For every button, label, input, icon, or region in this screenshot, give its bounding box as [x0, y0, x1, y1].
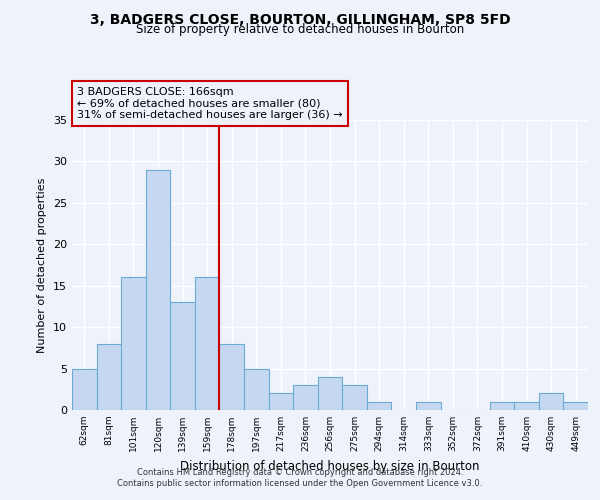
Bar	[490, 402, 514, 410]
Bar	[416, 402, 440, 410]
Text: Contains HM Land Registry data © Crown copyright and database right 2024.
Contai: Contains HM Land Registry data © Crown c…	[118, 468, 482, 487]
X-axis label: Distribution of detached houses by size in Bourton: Distribution of detached houses by size …	[180, 460, 480, 472]
Bar	[563, 402, 588, 410]
Bar	[342, 385, 367, 410]
Bar	[539, 394, 563, 410]
Text: 3 BADGERS CLOSE: 166sqm
← 69% of detached houses are smaller (80)
31% of semi-de: 3 BADGERS CLOSE: 166sqm ← 69% of detache…	[77, 87, 343, 120]
Bar	[121, 278, 146, 410]
Y-axis label: Number of detached properties: Number of detached properties	[37, 178, 47, 352]
Bar	[195, 278, 220, 410]
Text: Size of property relative to detached houses in Bourton: Size of property relative to detached ho…	[136, 22, 464, 36]
Bar	[170, 302, 195, 410]
Bar	[220, 344, 244, 410]
Text: 3, BADGERS CLOSE, BOURTON, GILLINGHAM, SP8 5FD: 3, BADGERS CLOSE, BOURTON, GILLINGHAM, S…	[89, 12, 511, 26]
Bar	[269, 394, 293, 410]
Bar	[318, 377, 342, 410]
Bar	[146, 170, 170, 410]
Bar	[97, 344, 121, 410]
Bar	[293, 385, 318, 410]
Bar	[367, 402, 391, 410]
Bar	[244, 368, 269, 410]
Bar	[514, 402, 539, 410]
Bar	[72, 368, 97, 410]
